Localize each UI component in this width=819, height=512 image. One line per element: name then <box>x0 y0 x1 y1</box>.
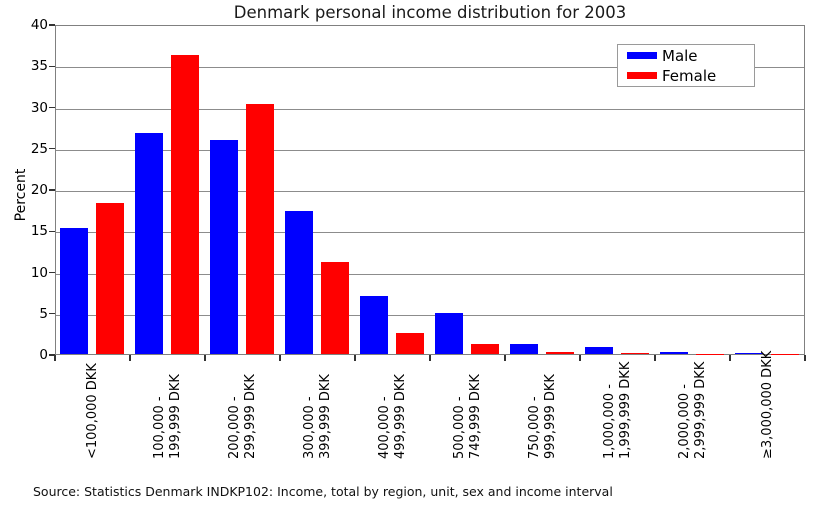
y-axis-tick <box>49 313 55 315</box>
bar-female-0 <box>96 203 124 354</box>
bar-male-1 <box>135 132 163 354</box>
bar-male-9 <box>735 353 763 354</box>
bar-female-4 <box>396 333 424 354</box>
legend: Male Female <box>617 44 755 87</box>
bar-female-6 <box>546 352 574 354</box>
x-axis-tick <box>579 355 581 361</box>
x-axis-tick <box>54 355 56 361</box>
bar-female-7 <box>621 352 649 354</box>
x-tick-label: 500,000 - 749,999 DKK <box>451 374 483 459</box>
x-axis-tick <box>129 355 131 361</box>
y-axis-tick <box>49 354 55 356</box>
legend-item-female: Female <box>618 66 754 85</box>
bar-female-2 <box>246 104 274 354</box>
male-color-swatch-icon <box>627 52 657 59</box>
bar-female-1 <box>171 55 199 354</box>
y-axis-tick <box>49 106 55 109</box>
x-axis-tick <box>504 355 506 361</box>
bar-male-7 <box>585 347 613 354</box>
source-note: Source: Statistics Denmark INDKP102: Inc… <box>33 484 613 499</box>
x-axis-tick <box>804 355 806 361</box>
x-axis-tick <box>279 355 281 361</box>
x-tick-label: 750,000 - 999,999 DKK <box>526 374 558 459</box>
x-tick-label: <100,000 DKK <box>84 363 100 459</box>
y-axis-tick <box>49 189 55 191</box>
legend-label-male: Male <box>662 46 698 65</box>
x-tick-label: 400,000 - 499,999 DKK <box>376 374 408 459</box>
x-tick-label: 100,000 - 199,999 DKK <box>151 374 183 459</box>
x-tick-label: 2,000,000 - 2,999,999 DKK <box>676 361 708 459</box>
legend-item-male: Male <box>618 46 754 65</box>
gridline <box>56 108 804 110</box>
y-tick-label: 5 <box>39 305 48 322</box>
bar-male-8 <box>660 352 688 354</box>
legend-label-female: Female <box>662 66 717 85</box>
bar-female-3 <box>321 262 349 354</box>
x-tick-label: 300,000 - 399,999 DKK <box>301 374 333 459</box>
x-axis-tick <box>204 355 206 361</box>
gridline <box>56 149 804 151</box>
bar-female-5 <box>471 344 499 354</box>
y-tick-label: 40 <box>30 17 48 33</box>
female-color-swatch-icon <box>627 72 657 79</box>
x-tick-label: 1,000,000 - 1,999,999 DKK <box>601 361 633 459</box>
x-tick-label: 200,000 - 299,999 DKK <box>226 374 258 459</box>
y-tick-label: 20 <box>30 182 48 198</box>
gridline <box>56 67 804 69</box>
gridline <box>56 191 804 192</box>
gridline <box>56 314 804 316</box>
y-tick-label: 10 <box>30 264 48 281</box>
x-tick-label: ≥3,000,000 DKK <box>759 350 775 459</box>
y-tick-label: 0 <box>39 347 48 363</box>
bar-male-3 <box>285 211 313 354</box>
y-tick-label: 25 <box>30 140 48 157</box>
y-axis-tick <box>49 230 55 232</box>
x-axis-tick <box>354 355 356 361</box>
bar-male-6 <box>510 344 538 354</box>
bar-male-4 <box>360 296 388 354</box>
y-axis-tick <box>49 24 55 26</box>
gridline <box>56 232 804 234</box>
y-tick-label: 15 <box>30 223 48 240</box>
y-axis-tick <box>49 65 55 67</box>
bar-male-0 <box>60 227 88 354</box>
gridline <box>56 273 804 275</box>
x-axis-tick <box>429 355 431 361</box>
x-axis-tick <box>654 355 656 361</box>
y-axis-tick <box>49 271 55 274</box>
bar-male-5 <box>435 312 463 354</box>
x-axis-tick <box>729 355 731 361</box>
y-axis-tick <box>49 148 55 150</box>
y-tick-label: 30 <box>30 99 48 116</box>
y-tick-label: 35 <box>30 58 48 75</box>
chart-title: Denmark personal income distribution for… <box>233 3 627 22</box>
bar-male-2 <box>210 139 238 354</box>
